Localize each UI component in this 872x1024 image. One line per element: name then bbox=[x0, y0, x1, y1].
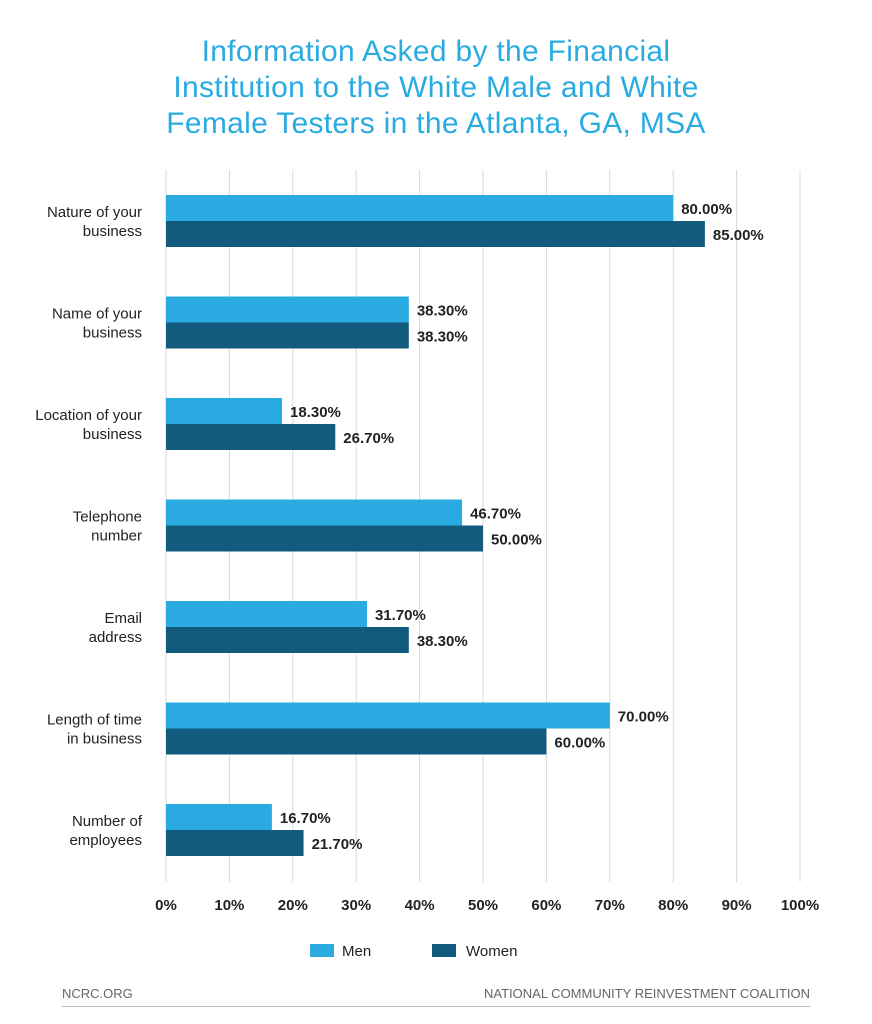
chart-title: Information Asked by the Financial Insti… bbox=[0, 34, 872, 142]
category-label-line: business bbox=[83, 325, 142, 342]
category-label: Name of your business bbox=[52, 306, 142, 342]
bar-women bbox=[166, 424, 336, 450]
category-label-line: Telephone bbox=[73, 509, 142, 526]
legend-label: Men bbox=[342, 943, 371, 960]
category-label-line: business bbox=[83, 223, 142, 240]
footer-site: NCRC.ORG bbox=[62, 986, 133, 1001]
footer: NCRC.ORG NATIONAL COMMUNITY REINVESTMENT… bbox=[62, 982, 810, 1007]
category-label-line: address bbox=[89, 629, 142, 646]
x-tick-label: 80% bbox=[658, 897, 688, 914]
legend-swatch-men bbox=[310, 944, 334, 957]
data-label: 38.30% bbox=[417, 329, 468, 346]
chart-title-line: Female Testers in the Atlanta, GA, MSA bbox=[166, 107, 706, 140]
footer-organization: NATIONAL COMMUNITY REINVESTMENT COALITIO… bbox=[484, 986, 810, 1001]
bar-women bbox=[166, 728, 547, 755]
bar-women bbox=[166, 830, 304, 856]
category-label-line: number bbox=[91, 528, 142, 545]
category-label: Length of time in business bbox=[47, 712, 142, 748]
chart-title-line: Information Asked by the Financial bbox=[201, 35, 671, 68]
bar-men bbox=[166, 499, 463, 526]
category-label-line: Length of time bbox=[47, 712, 142, 729]
category-label-line: Name of your bbox=[52, 306, 142, 323]
category-label-line: Nature of your bbox=[47, 204, 142, 221]
x-tick-label: 20% bbox=[278, 897, 308, 914]
bar-men bbox=[166, 195, 674, 221]
data-label: 31.70% bbox=[375, 607, 426, 624]
bar-women bbox=[166, 322, 409, 349]
category-label: Telephone number bbox=[73, 509, 142, 545]
legend: Men Women bbox=[310, 943, 517, 960]
category-label-line: Number of bbox=[72, 813, 143, 830]
x-tick-label: 70% bbox=[595, 897, 625, 914]
category-label: Number of employees bbox=[69, 813, 142, 849]
category-label-line: in business bbox=[67, 731, 142, 748]
chart-title-line: Institution to the White Male and White bbox=[173, 71, 699, 104]
data-label: 21.70% bbox=[312, 836, 363, 853]
data-label: 46.70% bbox=[470, 506, 521, 523]
x-tick-label: 60% bbox=[531, 897, 561, 914]
x-tick-label: 50% bbox=[468, 897, 498, 914]
data-label: 70.00% bbox=[618, 709, 669, 726]
category-label: Email address bbox=[89, 610, 142, 646]
data-label: 50.00% bbox=[491, 532, 542, 549]
bar-women bbox=[166, 525, 483, 552]
bar-men bbox=[166, 702, 610, 729]
legend-label: Women bbox=[466, 943, 517, 960]
bar-women bbox=[166, 221, 705, 247]
x-tick-label: 90% bbox=[722, 897, 752, 914]
data-label: 18.30% bbox=[290, 404, 341, 421]
data-label: 80.00% bbox=[681, 201, 732, 218]
bar-men bbox=[166, 804, 272, 830]
x-tick-label: 30% bbox=[341, 897, 371, 914]
bar-women bbox=[166, 627, 409, 653]
x-tick-labels: 0% 10% 20% 30% 40% 50% 60% 70% 80% 90% 100% bbox=[155, 897, 819, 914]
data-label: 38.30% bbox=[417, 303, 468, 320]
category-label-line: Location of your bbox=[35, 407, 142, 424]
x-tick-label: 100% bbox=[781, 897, 819, 914]
bar-men bbox=[166, 398, 283, 424]
data-label: 16.70% bbox=[280, 810, 331, 827]
category-label-line: business bbox=[83, 426, 142, 443]
category-label: Location of your business bbox=[35, 407, 142, 443]
category-label-line: Email bbox=[104, 610, 142, 627]
data-label: 60.00% bbox=[554, 735, 605, 752]
category-labels: Nature of your business Name of your busine… bbox=[35, 204, 143, 849]
x-tick-label: 0% bbox=[155, 897, 177, 914]
category-label: Nature of your business bbox=[47, 204, 142, 240]
legend-swatch-women bbox=[432, 944, 456, 957]
data-label: 38.30% bbox=[417, 633, 468, 650]
data-label: 26.70% bbox=[343, 430, 394, 447]
bar-men bbox=[166, 601, 367, 627]
bar-men bbox=[166, 296, 409, 323]
bars: 80.00% 85.00% 38.30% 38.30% 18.30%26.70% 46.7… bbox=[166, 195, 764, 856]
category-label-line: employees bbox=[69, 832, 142, 849]
data-label: 85.00% bbox=[713, 227, 764, 244]
x-tick-label: 40% bbox=[405, 897, 435, 914]
x-tick-label: 10% bbox=[214, 897, 244, 914]
